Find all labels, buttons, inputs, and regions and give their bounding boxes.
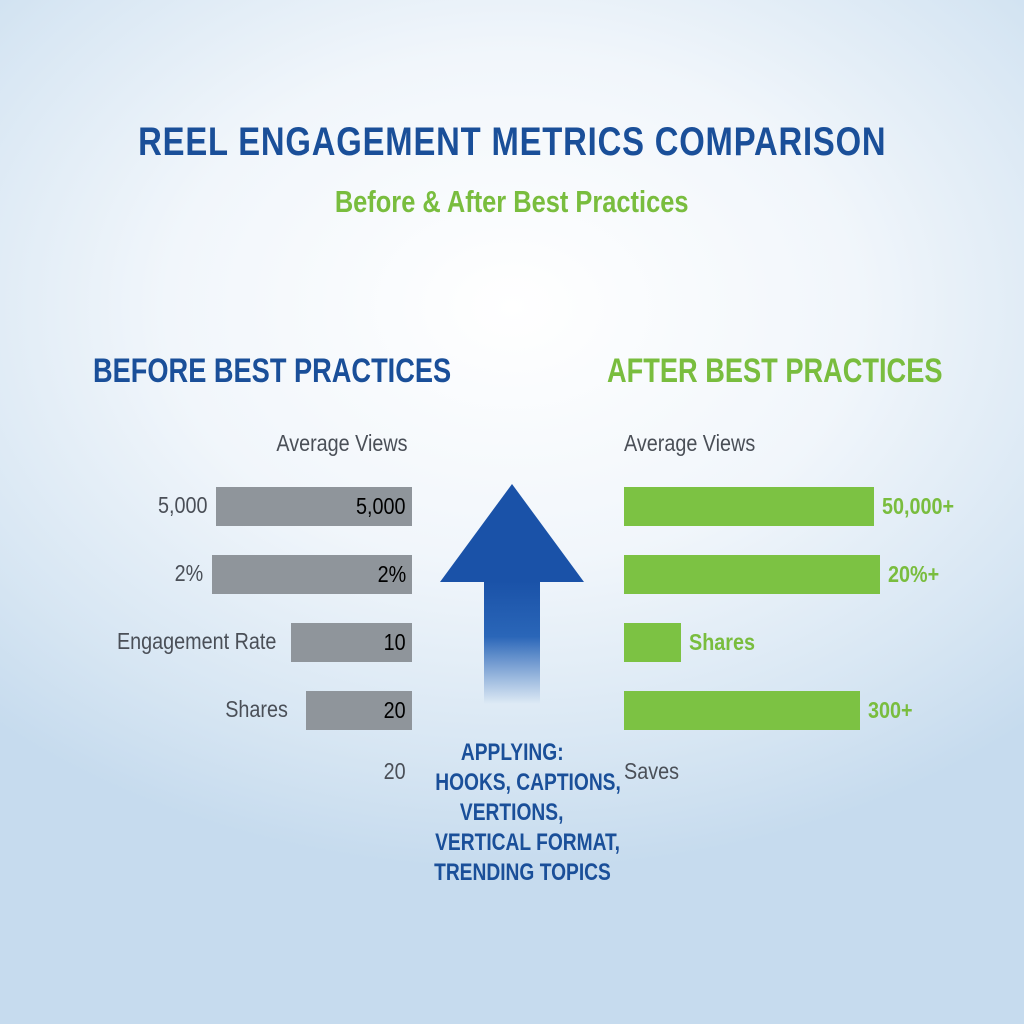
before-top-label: Average Views <box>276 430 408 456</box>
applying-line: VERTIONS, <box>460 799 564 826</box>
after-bar-label: 50,000+ <box>882 493 955 519</box>
applying-practices-text: APPLYING: HOOKS, CAPTIONS, VERTIONS, VER… <box>412 738 621 888</box>
after-bar <box>624 555 880 594</box>
after-panel-title: AFTER BEST PRACTICES <box>607 352 943 390</box>
before-bar <box>216 487 412 526</box>
before-bar-label: 10 <box>383 629 406 655</box>
after-bar-label: 300+ <box>868 697 913 723</box>
before-row-left-label: Shares <box>225 696 288 722</box>
before-bar <box>306 691 412 730</box>
up-arrow-icon <box>440 484 584 704</box>
before-bar <box>291 623 412 662</box>
applying-line: VERTICAL FORMAT, <box>435 829 620 856</box>
applying-line: HOOKS, CAPTIONS, <box>435 769 621 796</box>
before-bar <box>212 555 412 594</box>
before-bottom-label: 20 <box>383 758 406 784</box>
after-bar <box>624 623 681 662</box>
chart-title: REEL ENGAGEMENT METRICS COMPARISON <box>137 120 887 164</box>
after-bar-label: Shares <box>689 629 755 655</box>
before-row-left-label: 5,000 <box>158 492 208 518</box>
before-row-left-label: Engagement Rate <box>116 628 276 654</box>
applying-line: TRENDING TOPICS <box>434 859 611 886</box>
after-bottom-label: Saves <box>624 758 679 784</box>
applying-line: APPLYING: <box>460 739 564 766</box>
before-bar-label: 20 <box>383 697 406 723</box>
chart-subtitle: Before & After Best Practices <box>335 184 689 219</box>
after-top-label: Average Views <box>624 430 756 456</box>
before-panel-title: BEFORE BEST PRACTICES <box>93 352 452 390</box>
after-bar <box>624 691 860 730</box>
before-bar-label: 5,000 <box>356 493 406 519</box>
after-bar-label: 20%+ <box>888 561 940 587</box>
after-bar <box>624 487 874 526</box>
arrow-head <box>440 484 584 582</box>
arrow-shaft <box>484 581 540 704</box>
before-bar-label: 2% <box>377 561 406 587</box>
before-row-left-label: 2% <box>174 560 203 586</box>
